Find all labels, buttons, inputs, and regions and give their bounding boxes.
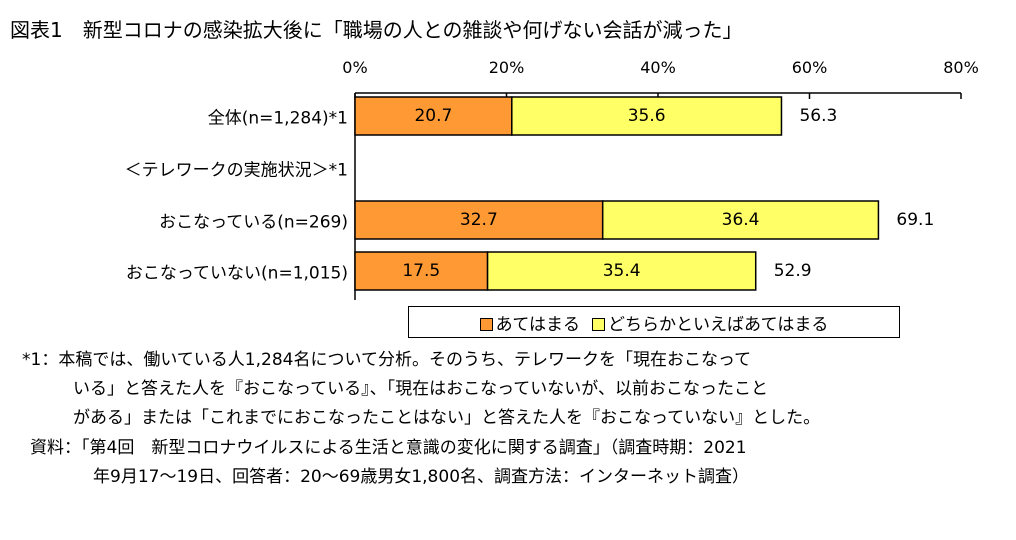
bar-value-label: 35.6 [627,106,666,126]
legend-label: どちらかといえばあてはまる [608,314,829,335]
category-label: ＜テレワークの実施状況＞*1 [124,160,348,181]
note-line: いる」と答えた人を『おこなっている』、「現在はおこなっていないが、以前おこなった… [73,379,768,399]
legend-label: あてはまる [495,314,580,335]
x-tick-label: 0% [342,58,368,77]
x-tick-label: 60% [791,58,828,77]
bar-segment [511,96,783,136]
bar-segment [354,200,604,240]
bar-value-label: 35.4 [602,261,641,281]
x-tick-label: 80% [943,58,979,77]
legend: あてはまる どちらかといえばあてはまる [408,306,900,338]
total-label: 52.9 [773,261,812,281]
bar-segment [354,251,489,291]
source-line: 資料：「第4回 新型コロナウイルスによる生活と意識の変化に関する調査」（調査時期… [30,438,747,458]
bar-value-label: 32.7 [459,210,498,230]
x-tick-label: 20% [488,58,525,77]
category-label: おこなっている(n=269) [159,212,348,233]
category-label: 全体(n=1,284)*1 [207,108,348,129]
note-line: *1：本稿では、働いている人1,284名について分析。そのうち、テレワークを「現… [22,350,752,370]
legend-swatch [479,318,493,331]
chart-title: 図表1 新型コロナの感染拡大後に「職場の人との雑談や何げない会話が減った」 [10,18,743,42]
note-line: がある」または「これまでにおこなったことはない」と答えた人を『おこなっていない』… [73,408,821,428]
total-label: 69.1 [896,210,935,230]
bar-value-label: 36.4 [721,210,760,230]
x-tick-label: 40% [640,58,676,77]
total-label: 56.3 [799,106,838,126]
bar-segment [486,251,757,291]
category-label: おこなっていない(n=1,015) [125,263,348,284]
bar-segment [601,200,880,240]
bar-value-label: 17.5 [402,261,441,281]
legend-swatch [592,318,605,331]
legend-item-dochiraka: どちらかといえばあてはまる [592,310,828,335]
bar-value-label: 20.7 [414,106,453,126]
source-line: 年9月17～19日、回答者：20～69歳男女1,800名、調査方法：インターネッ… [93,467,750,487]
legend-item-atehamaru: あてはまる [479,310,580,335]
